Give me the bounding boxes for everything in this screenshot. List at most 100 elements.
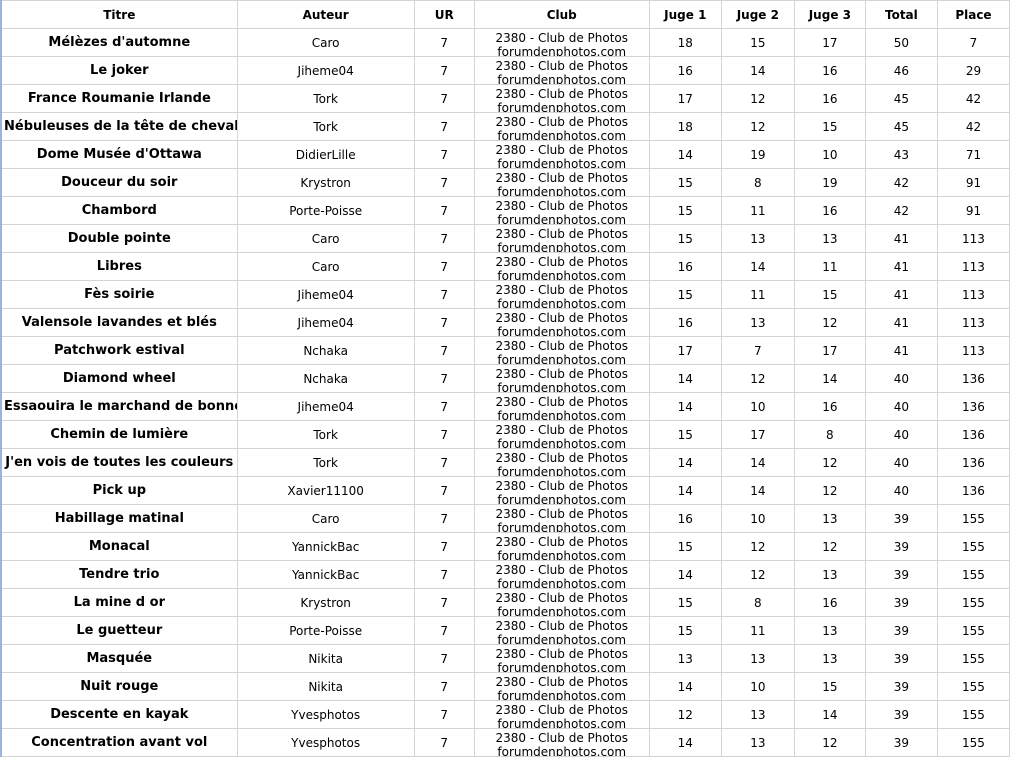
judge-score: 14	[648, 140, 722, 169]
place-cell: 155	[936, 504, 1011, 533]
place-cell: 155	[936, 728, 1011, 757]
judge-score: 15	[793, 280, 866, 309]
title-cell: Nébuleuses de la tête de cheval et	[0, 112, 238, 141]
club-text: 2380 - Club de Photos forumdenphotos.com	[495, 339, 629, 364]
judge-score: 13	[793, 504, 866, 533]
ur-cell: 7	[413, 84, 475, 113]
club-text: 2380 - Club de Photos forumdenphotos.com	[495, 283, 629, 308]
judge-score: 14	[793, 364, 866, 393]
table-row: France Roumanie Irlande Tork 7 2380 - Club …	[0, 84, 1011, 113]
total-cell: 39	[864, 728, 938, 757]
judge-score: 15	[648, 168, 722, 197]
author-cell: Caro	[236, 224, 415, 253]
table-row: Fès soirie Jiheme04 7 2380 - Club de Photos…	[0, 280, 1011, 309]
author-cell: Yvesphotos	[236, 728, 415, 757]
author-cell: Caro	[236, 504, 415, 533]
author-cell: YannickBac	[236, 532, 415, 561]
club-cell: 2380 - Club de Photos forumdenphotos.com	[473, 196, 650, 225]
column-header: Juge 1	[648, 0, 722, 29]
judge-score: 14	[720, 252, 795, 281]
ur-cell: 7	[413, 616, 475, 645]
column-header: Total	[864, 0, 938, 29]
total-cell: 42	[864, 196, 938, 225]
judge-score: 16	[648, 252, 722, 281]
place-cell: 113	[936, 336, 1011, 365]
ur-cell: 7	[413, 560, 475, 589]
title-cell: Essaouira le marchand de bonnets	[0, 392, 238, 421]
place-cell: 155	[936, 532, 1011, 561]
club-cell: 2380 - Club de Photos forumdenphotos.com	[473, 672, 650, 701]
club-cell: 2380 - Club de Photos forumdenphotos.com	[473, 504, 650, 533]
judge-score: 13	[793, 616, 866, 645]
judge-score: 17	[793, 336, 866, 365]
title-cell: Tendre trio	[0, 560, 238, 589]
judge-score: 18	[648, 112, 722, 141]
total-cell: 43	[864, 140, 938, 169]
ur-cell: 7	[413, 28, 475, 57]
ur-cell: 7	[413, 644, 475, 673]
judge-score: 13	[793, 224, 866, 253]
table-row: Chambord Porte-Poisse 7 2380 - Club de Phot…	[0, 196, 1011, 225]
judge-score: 12	[720, 560, 795, 589]
judge-score: 8	[793, 420, 866, 449]
judge-score: 16	[793, 56, 866, 85]
column-header: Juge 3	[793, 0, 866, 29]
judge-score: 11	[720, 280, 795, 309]
author-cell: Caro	[236, 28, 415, 57]
author-cell: Krystron	[236, 588, 415, 617]
club-cell: 2380 - Club de Photos forumdenphotos.com	[473, 280, 650, 309]
total-cell: 39	[864, 644, 938, 673]
judge-score: 12	[793, 308, 866, 337]
title-cell: Patchwork estival	[0, 336, 238, 365]
judge-score: 13	[720, 308, 795, 337]
title-cell: Valensole lavandes et blés	[0, 308, 238, 337]
total-cell: 39	[864, 700, 938, 729]
ur-cell: 7	[413, 728, 475, 757]
total-cell: 41	[864, 336, 938, 365]
place-cell: 7	[936, 28, 1011, 57]
ur-cell: 7	[413, 392, 475, 421]
total-cell: 39	[864, 616, 938, 645]
place-cell: 113	[936, 280, 1011, 309]
column-header: Place	[936, 0, 1011, 29]
place-cell: 113	[936, 252, 1011, 281]
judge-score: 16	[648, 56, 722, 85]
ur-cell: 7	[413, 504, 475, 533]
author-cell: Yvesphotos	[236, 700, 415, 729]
title-cell: Habillage matinal	[0, 504, 238, 533]
title-cell: Nuit rouge	[0, 672, 238, 701]
author-cell: Tork	[236, 84, 415, 113]
club-cell: 2380 - Club de Photos forumdenphotos.com	[473, 56, 650, 85]
author-cell: Nikita	[236, 672, 415, 701]
table-row: Le guetteur Porte-Poisse 7 2380 - Club de P…	[0, 616, 1011, 645]
club-cell: 2380 - Club de Photos forumdenphotos.com	[473, 420, 650, 449]
club-cell: 2380 - Club de Photos forumdenphotos.com	[473, 364, 650, 393]
author-cell: Tork	[236, 112, 415, 141]
judge-score: 13	[720, 224, 795, 253]
judge-score: 14	[648, 364, 722, 393]
judge-score: 16	[648, 308, 722, 337]
judge-score: 10	[720, 392, 795, 421]
title-cell: Dome Musée d'Ottawa	[0, 140, 238, 169]
place-cell: 136	[936, 448, 1011, 477]
header-row: Titre Auteur UR Club Juge 1 Juge 2 Juge 3 Total…	[0, 0, 1011, 29]
club-text: 2380 - Club de Photos forumdenphotos.com	[495, 647, 629, 672]
author-cell: Nchaka	[236, 364, 415, 393]
table-row: Monacal YannickBac 7 2380 - Club de Photos …	[0, 532, 1011, 561]
club-text: 2380 - Club de Photos forumdenphotos.com	[495, 59, 629, 84]
title-cell: Libres	[0, 252, 238, 281]
table-row: Double pointe Caro 7 2380 - Club de Photos …	[0, 224, 1011, 253]
judge-score: 11	[720, 616, 795, 645]
judge-score: 11	[720, 196, 795, 225]
ur-cell: 7	[413, 336, 475, 365]
table-row: Patchwork estival Nchaka 7 2380 - Club de P…	[0, 336, 1011, 365]
place-cell: 29	[936, 56, 1011, 85]
club-cell: 2380 - Club de Photos forumdenphotos.com	[473, 112, 650, 141]
judge-score: 14	[720, 448, 795, 477]
judge-score: 16	[793, 84, 866, 113]
club-cell: 2380 - Club de Photos forumdenphotos.com	[473, 476, 650, 505]
club-text: 2380 - Club de Photos forumdenphotos.com	[495, 199, 629, 224]
club-text: 2380 - Club de Photos forumdenphotos.com	[495, 507, 629, 532]
club-text: 2380 - Club de Photos forumdenphotos.com	[495, 619, 629, 644]
author-cell: Jiheme04	[236, 280, 415, 309]
